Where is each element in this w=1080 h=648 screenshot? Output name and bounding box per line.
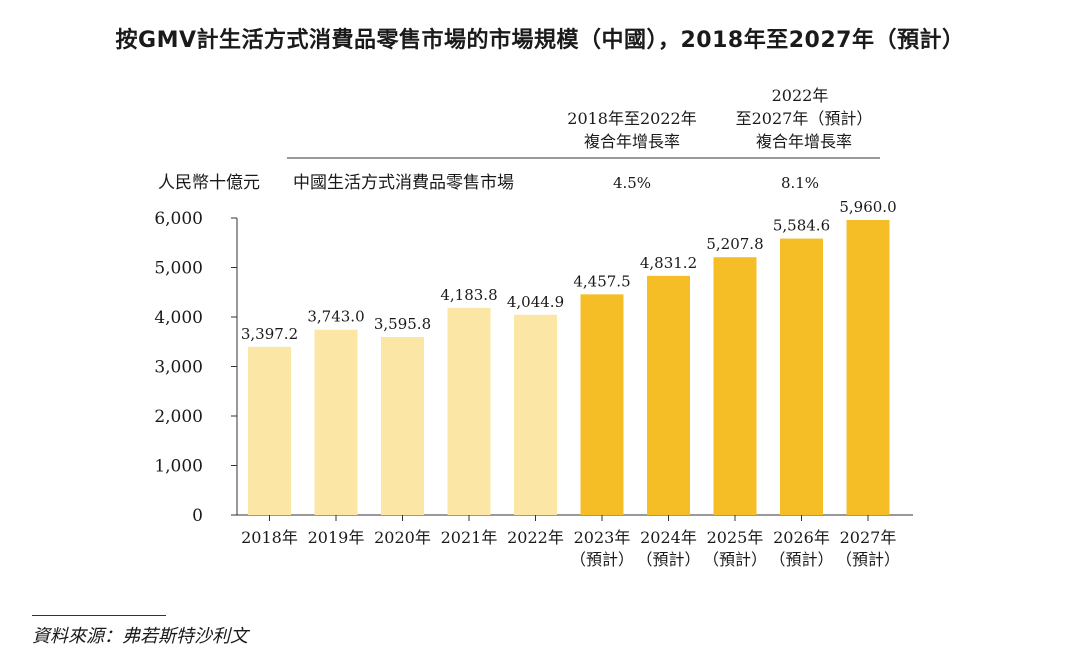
cagr-header-2-line-3: 複合年增長率 xyxy=(756,132,852,151)
bar-value-label: 5,960.0 xyxy=(839,198,896,216)
bar-value-label: 4,044.9 xyxy=(507,293,564,311)
series-label: 中國生活方式消費品零售市場 xyxy=(293,173,514,193)
bar xyxy=(447,307,491,515)
x-tick-label: 2027年 xyxy=(840,528,897,547)
x-tick-label: （預計） xyxy=(570,550,634,569)
bar-value-label: 5,584.6 xyxy=(773,217,830,235)
bar xyxy=(580,294,624,515)
x-tick-label: （預計） xyxy=(836,550,900,569)
x-tick-label: 2020年 xyxy=(374,528,431,547)
x-tick-label: （預計） xyxy=(769,550,833,569)
bar-value-label: 4,831.2 xyxy=(640,254,697,272)
x-tick-label: 2021年 xyxy=(441,528,498,547)
x-tick-label: 2018年 xyxy=(241,528,298,547)
bar-value-label: 3,595.8 xyxy=(374,315,431,333)
y-tick-label: 5,000 xyxy=(154,259,203,279)
y-tick-label: 3,000 xyxy=(154,358,203,378)
cagr-header-1-line-2: 複合年增長率 xyxy=(584,132,680,151)
chart-title: 按GMV計生活方式消費品零售市場的市場規模（中國），2018年至2027年（預計… xyxy=(115,28,965,53)
bar-value-label: 3,397.2 xyxy=(241,325,298,343)
y-tick-label: 1,000 xyxy=(154,457,203,477)
bar xyxy=(846,219,890,516)
source-note: 資料來源：弗若斯特沙利文 xyxy=(32,626,248,647)
bar-value-label: 3,743.0 xyxy=(307,308,364,326)
cagr-value: 4.5% xyxy=(613,174,651,192)
x-tick-label: 2022年 xyxy=(507,528,564,547)
bar xyxy=(381,337,424,515)
y-axis-label: 人民幣十億元 xyxy=(158,173,260,193)
cagr-header-1-line-1: 2018年至2022年 xyxy=(567,109,696,128)
bar xyxy=(713,257,757,515)
bar xyxy=(248,346,291,515)
bar xyxy=(514,314,557,515)
x-tick-label: 2019年 xyxy=(308,528,365,547)
y-tick-label: 4,000 xyxy=(154,308,203,328)
bar xyxy=(647,275,690,515)
y-tick-label: 2,000 xyxy=(154,407,203,427)
bar-value-label: 4,183.8 xyxy=(440,286,497,304)
cagr-header-2-line-2: 至2027年（預計） xyxy=(736,109,873,128)
footer-divider xyxy=(32,615,166,616)
x-tick-label: （預計） xyxy=(636,550,700,569)
cagr-header-2-line-1: 2022年 xyxy=(772,86,829,105)
bar xyxy=(314,329,358,515)
x-tick-label: 2026年 xyxy=(773,528,830,547)
x-tick-label: （預計） xyxy=(703,550,767,569)
x-tick-label: 2025年 xyxy=(707,528,764,547)
x-tick-label: 2023年 xyxy=(574,528,631,547)
bar-value-label: 4,457.5 xyxy=(573,272,630,290)
y-tick-label: 6,000 xyxy=(154,209,203,229)
bar xyxy=(780,238,823,515)
bar-value-label: 5,207.8 xyxy=(706,235,763,253)
x-tick-label: 2024年 xyxy=(640,528,697,547)
y-tick-label: 0 xyxy=(192,506,203,526)
cagr-value: 8.1% xyxy=(781,174,819,192)
